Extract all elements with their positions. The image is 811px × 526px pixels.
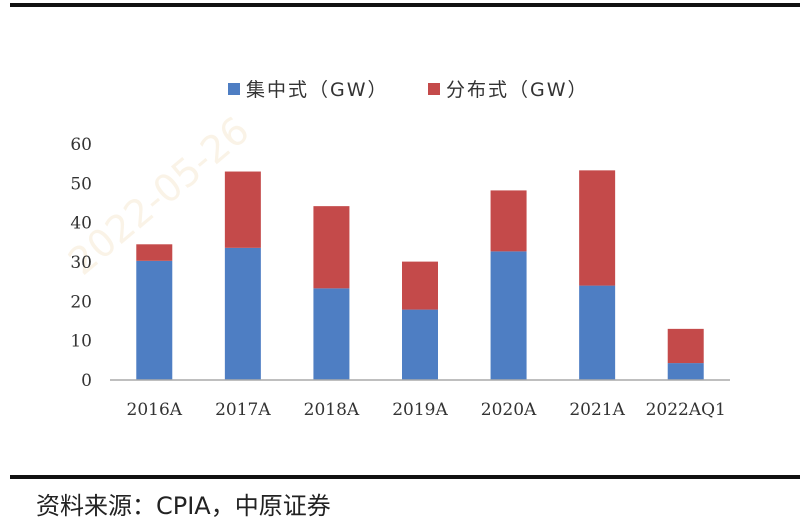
- source-note: 资料来源：CPIA，中原证券: [36, 492, 331, 520]
- bottom-rule: [10, 475, 800, 479]
- legend-label-series-1: 集中式（GW）: [246, 79, 389, 101]
- bar-segment-series-1: [136, 260, 173, 380]
- bar-segment-series-2: [667, 328, 704, 364]
- x-tick-label: 2017A: [215, 400, 271, 420]
- x-tick-label: 2019A: [392, 400, 448, 420]
- y-tick-label: 0: [81, 371, 92, 391]
- x-tick-label: 2022AQ1: [646, 400, 726, 420]
- y-tick-label: 30: [70, 253, 92, 273]
- bar-segment-series-1: [402, 309, 438, 380]
- x-axis: 2016A 2017A 2018A 2019A 2020A 2021A 2022AQ1: [127, 400, 726, 420]
- legend: 集中式（GW） 分布式（GW）: [228, 79, 589, 101]
- bar-segment-series-2: [579, 170, 616, 286]
- y-axis: 0 10 20 30 40 50 60: [70, 135, 92, 391]
- x-tick-label: 2018A: [304, 400, 360, 420]
- y-tick-label: 20: [70, 292, 92, 312]
- x-tick-label: 2020A: [481, 400, 537, 420]
- bar-segment-series-2: [490, 190, 527, 252]
- bar-segment-series-2: [136, 244, 173, 261]
- y-tick-label: 50: [70, 174, 92, 194]
- x-tick-label: 2021A: [569, 400, 625, 420]
- bar-segment-series-2: [224, 171, 261, 248]
- legend-swatch-series-1: [228, 83, 240, 95]
- y-tick-label: 60: [70, 135, 92, 155]
- legend-swatch-series-2: [428, 83, 440, 95]
- y-tick-label: 10: [70, 332, 92, 352]
- stacked-bar-chart: 集中式（GW） 分布式（GW） 0 10 20 30 40 50 60 2016A 2017A…: [70, 79, 730, 420]
- bar-segment-series-1: [224, 247, 261, 380]
- bar-segment-series-1: [490, 251, 527, 380]
- legend-label-series-2: 分布式（GW）: [446, 79, 589, 101]
- x-tick-label: 2016A: [127, 400, 183, 420]
- bar-segment-series-1: [579, 285, 616, 380]
- y-tick-label: 40: [70, 214, 92, 234]
- bars: [136, 170, 704, 380]
- bar-segment-series-2: [402, 261, 438, 310]
- bar-segment-series-1: [667, 363, 704, 380]
- bar-segment-series-1: [313, 288, 350, 380]
- bar-segment-series-2: [313, 206, 350, 289]
- top-rule: [10, 3, 800, 7]
